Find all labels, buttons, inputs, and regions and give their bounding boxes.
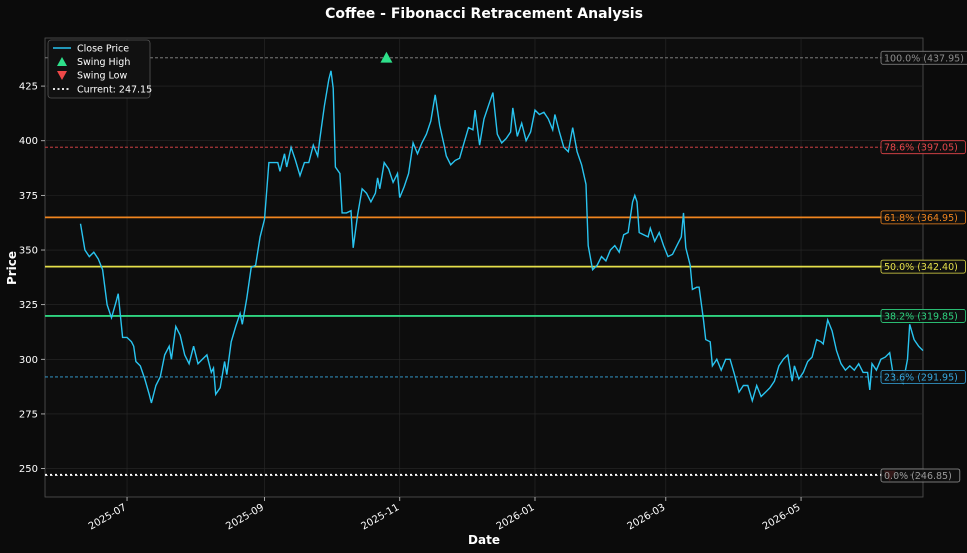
fib-level-labels: 100.0% (437.95) 78.6% (397.05) 61.8% (364.…	[880, 50, 967, 483]
y-axis-label: Price	[5, 251, 19, 285]
y-tick-label: 350	[19, 246, 38, 257]
legend-box	[47, 39, 151, 99]
grid-lines	[45, 38, 923, 497]
y-tick-label: 375	[19, 191, 38, 202]
legend-close-label: Close Price	[77, 44, 129, 55]
fib-level-label-text: 23.6% (291.95)	[884, 372, 958, 383]
plot-area: 100.0% (437.95) 78.6% (397.05) 61.8% (364.…	[44, 37, 967, 498]
y-tick-label: 250	[19, 464, 38, 475]
legend-swing-low-label: Swing Low	[77, 71, 127, 82]
fib-level-label-text: 100.0% (437.95)	[884, 53, 964, 64]
fib-level-label-text: 50.0% (342.40)	[884, 262, 958, 273]
fib-level-label-text: 78.6% (397.05)	[884, 143, 958, 154]
fib-level-label-box	[880, 50, 967, 65]
fib-level-label-box	[880, 210, 966, 225]
y-axis-ticks: 250 275 300 325 350 375 400 425	[19, 82, 45, 475]
fib-level-label: 61.8% (364.95)	[880, 210, 966, 225]
fib-level-label-text: 38.2% (319.85)	[884, 311, 958, 322]
legend-swing-low-swatch	[57, 71, 67, 80]
fib-level-label-box	[880, 468, 961, 483]
fib-level-label-box	[880, 369, 966, 384]
fib-level-label-box	[880, 259, 966, 274]
fib-level-label: 50.0% (342.40)	[880, 259, 966, 274]
y-tick-label: 325	[19, 300, 38, 311]
fib-level-label: 78.6% (397.05)	[880, 140, 966, 155]
fib-level-label-text: 61.8% (364.95)	[884, 213, 958, 224]
chart-title: Coffee - Fibonacci Retracement Analysis	[325, 6, 643, 22]
legend-swing-high-swatch	[57, 57, 67, 66]
legend: Close Price Swing High Swing Low Current…	[47, 39, 152, 99]
y-tick-label: 425	[19, 82, 38, 93]
fib-level-label: 23.6% (291.95)	[880, 369, 966, 384]
fib-level-label: 0.0% (246.85)	[880, 468, 961, 483]
y-tick-label: 400	[19, 136, 38, 147]
legend-swing-high-label: Swing High	[77, 57, 130, 68]
fib-level-label-box	[880, 309, 966, 323]
x-axis-label: Date	[468, 533, 500, 547]
close-price-line	[79, 70, 924, 404]
fib-level-label: 100.0% (437.95)	[880, 50, 967, 65]
fib-level-label: 38.2% (319.85)	[880, 309, 966, 323]
y-tick-label: 300	[19, 355, 38, 366]
fib-level-label-box	[880, 140, 966, 155]
fib-level-label-text: 0.0% (246.85)	[884, 471, 952, 482]
y-tick-label: 275	[19, 409, 38, 420]
swing-high-marker	[380, 51, 393, 63]
legend-current-label: Current: 247.15	[77, 85, 152, 96]
